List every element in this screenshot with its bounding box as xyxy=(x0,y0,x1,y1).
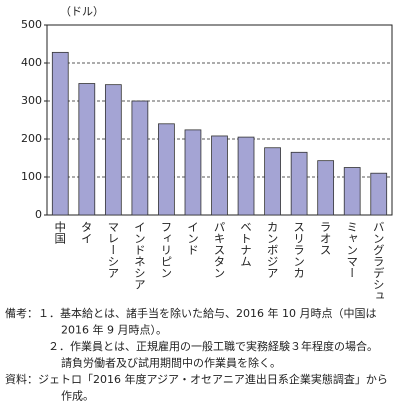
y-tick-label: 0 xyxy=(35,208,42,221)
bar xyxy=(104,84,122,216)
bar xyxy=(51,51,69,216)
note-line: 請負労働者及び試用期間中の作業員を除く。 xyxy=(61,356,281,370)
note-line: ２．作業員とは、正規雇用の一般工職で実務経験３年程度の場合。 xyxy=(48,339,378,353)
x-tick-label: マレーシア xyxy=(106,221,120,279)
bar xyxy=(264,147,281,216)
x-tick-label: パキスタン xyxy=(213,221,227,279)
x-tick-label: ベトナム xyxy=(239,221,253,267)
bar xyxy=(158,123,175,216)
bar xyxy=(78,83,96,216)
x-tick-label: カンボジア xyxy=(266,221,280,279)
x-tick-label: フィリピン xyxy=(159,221,173,279)
y-tick-label: 400 xyxy=(21,56,42,69)
x-tick-label: ミャンマー xyxy=(345,221,359,279)
bar xyxy=(343,167,361,216)
note-line: 資料：ジェトロ「2016 年度アジア・オセアニア進出日系企業実態調査」から xyxy=(5,372,388,386)
x-tick-label: ラオス xyxy=(319,221,333,256)
bar xyxy=(370,172,388,216)
y-tick-label: 300 xyxy=(21,94,42,107)
bar xyxy=(317,160,335,216)
bar xyxy=(184,129,202,216)
bar xyxy=(131,100,149,216)
note-line: 作成。 xyxy=(61,390,94,401)
x-tick-label: インドネシア xyxy=(133,221,147,290)
x-tick-label: スリランカ xyxy=(292,221,306,279)
x-tick-label: タイ xyxy=(80,221,94,244)
y-tick-label: 100 xyxy=(21,170,42,183)
x-tick-label: バングラデシュ xyxy=(372,221,386,302)
y-axis-unit: （ドル） xyxy=(60,5,104,18)
y-tick-label: 500 xyxy=(21,18,42,31)
note-line: 備考：１．基本給とは、諸手当を除いた給与、2016 年 10 月時点（中国は xyxy=(5,306,376,320)
y-tick-label: 200 xyxy=(21,132,42,145)
bar xyxy=(211,135,228,216)
bar xyxy=(290,151,308,216)
x-tick-label: インド xyxy=(186,221,200,256)
bar xyxy=(237,136,255,216)
note-line: 2016 年 9 月時点）。 xyxy=(61,323,167,337)
x-tick-label: 中国 xyxy=(53,221,67,245)
